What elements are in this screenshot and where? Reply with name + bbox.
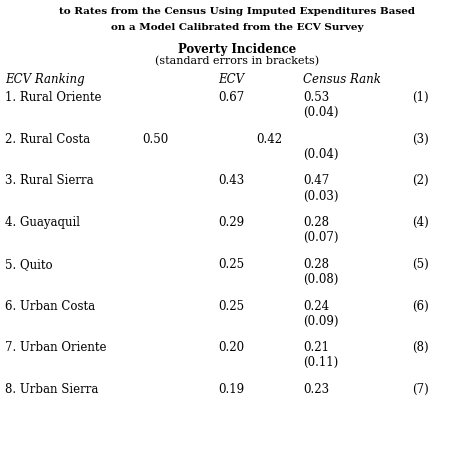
- Text: 0.24: 0.24: [303, 300, 329, 312]
- Text: 0.23: 0.23: [303, 383, 329, 396]
- Text: 0.28: 0.28: [303, 258, 329, 271]
- Text: 0.21: 0.21: [303, 341, 329, 354]
- Text: 6. Urban Costa: 6. Urban Costa: [5, 300, 95, 312]
- Text: (0.08): (0.08): [303, 273, 339, 286]
- Text: (3): (3): [412, 133, 429, 146]
- Text: 0.29: 0.29: [218, 216, 244, 229]
- Text: 3. Rural Sierra: 3. Rural Sierra: [5, 174, 93, 187]
- Text: 0.19: 0.19: [218, 383, 244, 396]
- Text: (0.09): (0.09): [303, 315, 339, 328]
- Text: (0.07): (0.07): [303, 231, 339, 244]
- Text: 0.28: 0.28: [303, 216, 329, 229]
- Text: 8. Urban Sierra: 8. Urban Sierra: [5, 383, 98, 396]
- Text: ECV: ECV: [218, 73, 244, 86]
- Text: Poverty Incidence: Poverty Incidence: [178, 43, 296, 55]
- Text: (0.04): (0.04): [303, 106, 339, 119]
- Text: (0.11): (0.11): [303, 356, 338, 369]
- Text: 0.50: 0.50: [142, 133, 168, 146]
- Text: (0.03): (0.03): [303, 190, 339, 202]
- Text: 0.25: 0.25: [218, 258, 244, 271]
- Text: 0.53: 0.53: [303, 91, 329, 104]
- Text: (1): (1): [412, 91, 429, 104]
- Text: (5): (5): [412, 258, 429, 271]
- Text: (2): (2): [412, 174, 429, 187]
- Text: 5. Quito: 5. Quito: [5, 258, 52, 271]
- Text: to Rates from the Census Using Imputed Expenditures Based: to Rates from the Census Using Imputed E…: [59, 7, 415, 16]
- Text: 7. Urban Oriente: 7. Urban Oriente: [5, 341, 106, 354]
- Text: 0.43: 0.43: [218, 174, 244, 187]
- Text: 1. Rural Oriente: 1. Rural Oriente: [5, 91, 101, 104]
- Text: ECV Ranking: ECV Ranking: [5, 73, 84, 86]
- Text: (7): (7): [412, 383, 429, 396]
- Text: (standard errors in brackets): (standard errors in brackets): [155, 56, 319, 66]
- Text: on a Model Calibrated from the ECV Survey: on a Model Calibrated from the ECV Surve…: [111, 23, 363, 32]
- Text: 0.67: 0.67: [218, 91, 244, 104]
- Text: (0.04): (0.04): [303, 148, 339, 161]
- Text: 4. Guayaquil: 4. Guayaquil: [5, 216, 80, 229]
- Text: 2. Rural Costa: 2. Rural Costa: [5, 133, 90, 146]
- Text: 0.47: 0.47: [303, 174, 329, 187]
- Text: Census Rank: Census Rank: [303, 73, 381, 86]
- Text: 0.25: 0.25: [218, 300, 244, 312]
- Text: (6): (6): [412, 300, 429, 312]
- Text: 0.20: 0.20: [218, 341, 244, 354]
- Text: 0.42: 0.42: [256, 133, 282, 146]
- Text: (8): (8): [412, 341, 429, 354]
- Text: (4): (4): [412, 216, 429, 229]
